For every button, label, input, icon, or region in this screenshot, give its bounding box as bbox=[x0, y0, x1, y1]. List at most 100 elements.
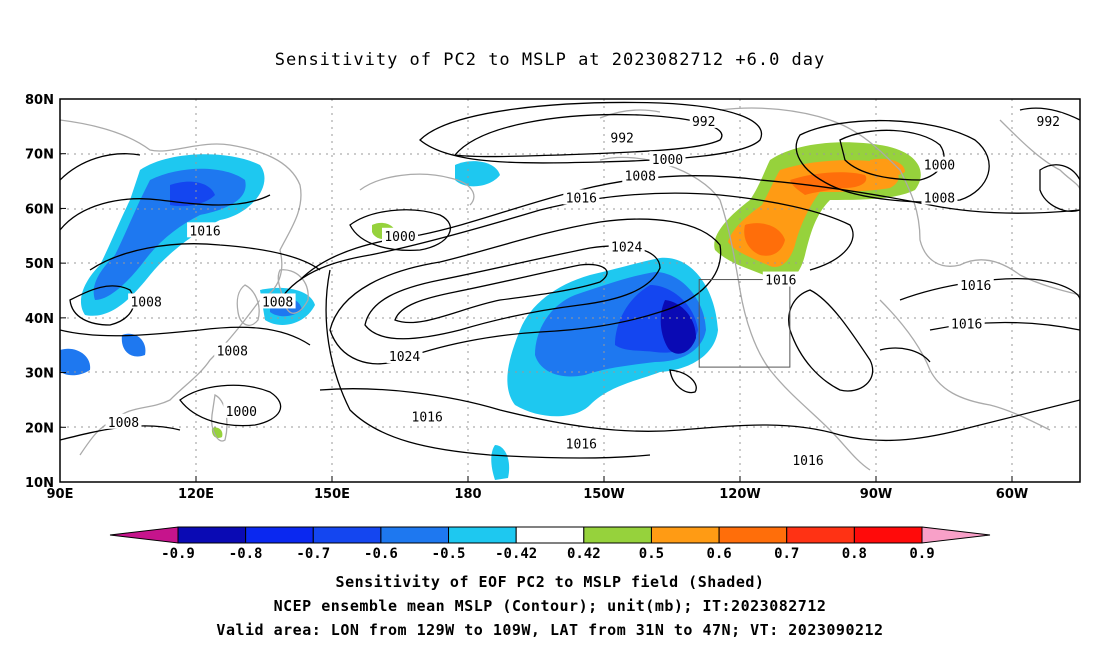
mslp-contours bbox=[60, 101, 1080, 459]
contour-label-bg bbox=[622, 167, 659, 183]
contour-label: 1008 bbox=[625, 170, 656, 185]
colorbar-swatch bbox=[515, 526, 585, 544]
contour-label-bg bbox=[409, 408, 446, 424]
lon-tick-label: 120E bbox=[178, 487, 214, 502]
lat-tick-label: 60N bbox=[25, 202, 54, 217]
contour-label: 1016 bbox=[792, 454, 823, 469]
contour-label-bg bbox=[921, 189, 958, 205]
contour-label: 1016 bbox=[960, 279, 991, 294]
contour-label: 1016 bbox=[189, 224, 220, 239]
contour-label-bg bbox=[689, 112, 718, 128]
colorbar-swatch bbox=[853, 526, 923, 544]
contour-label: 1016 bbox=[412, 410, 443, 425]
contour-label: 1000 bbox=[384, 230, 415, 245]
lat-tick-label: 10N bbox=[25, 476, 54, 491]
contour-label-bg bbox=[386, 348, 423, 364]
coastlines bbox=[60, 107, 1080, 471]
contour-label: 1024 bbox=[611, 241, 642, 256]
contour-label: 1008 bbox=[217, 345, 248, 360]
contour-label-bg bbox=[762, 271, 799, 287]
lat-tick-label: 40N bbox=[25, 312, 54, 327]
colorbar-low-arrow bbox=[109, 526, 179, 544]
contour-label-bg bbox=[105, 413, 142, 429]
contour-label-bg bbox=[608, 238, 645, 254]
contour-label: 992 bbox=[692, 115, 715, 130]
contour-label: 992 bbox=[610, 131, 633, 146]
colorbar-swatch bbox=[786, 526, 855, 544]
lon-tick-label: 120W bbox=[719, 487, 760, 502]
colorbar-label: -0.6 bbox=[364, 546, 398, 562]
colorbar-label: 0.42 bbox=[567, 546, 601, 562]
contour-label: 1008 bbox=[924, 191, 955, 206]
caption-line-1: Sensitivity of EOF PC2 to MSLP field (Sh… bbox=[335, 573, 765, 591]
caption-line-3: Valid area: LON from 129W to 109W, LAT f… bbox=[216, 621, 884, 639]
sensitivity-shading bbox=[60, 142, 921, 480]
colorbar-label: -0.7 bbox=[296, 546, 330, 562]
plot-border bbox=[59, 98, 1081, 483]
contour-label: 1024 bbox=[389, 350, 420, 365]
lon-tick-label: 180 bbox=[454, 487, 481, 502]
colorbar-swatch bbox=[583, 526, 652, 544]
contour-label-bg bbox=[957, 277, 994, 293]
contour-label-bg bbox=[128, 293, 165, 309]
lon-tick-label: 150E bbox=[314, 487, 350, 502]
contour-label-bg bbox=[563, 435, 600, 451]
colorbar-label: 0.5 bbox=[639, 546, 664, 562]
contour-label: 1000 bbox=[226, 405, 257, 420]
valid-area-box bbox=[698, 279, 791, 368]
colorbar-swatch bbox=[245, 526, 314, 544]
colorbar-label: -0.42 bbox=[495, 546, 537, 562]
lon-tick-label: 90E bbox=[47, 487, 74, 502]
lon-tick-label: 60W bbox=[996, 487, 1028, 502]
colorbar-swatch bbox=[312, 526, 382, 544]
map-title: Sensitivity of PC2 to MSLP at 2023082712… bbox=[274, 50, 826, 70]
contour-label-bg bbox=[223, 402, 260, 418]
contour-label-bg bbox=[382, 227, 418, 243]
colorbar-swatch bbox=[650, 526, 720, 544]
colorbar-label: 0.8 bbox=[842, 546, 867, 562]
caption-line-2: NCEP ensemble mean MSLP (Contour); unit(… bbox=[273, 597, 827, 615]
lon-tick-label: 150W bbox=[583, 487, 624, 502]
lat-tick-label: 80N bbox=[25, 93, 54, 108]
contour-label-bg bbox=[921, 156, 958, 172]
lon-tick-label: 90W bbox=[860, 487, 892, 502]
lat-tick-label: 70N bbox=[25, 148, 54, 163]
colorbar-label: -0.9 bbox=[161, 546, 195, 562]
contour-label: 1000 bbox=[924, 159, 955, 174]
colorbar-label: 0.6 bbox=[706, 546, 731, 562]
contour-label: 1016 bbox=[566, 191, 597, 206]
contour-label-bg bbox=[608, 129, 637, 145]
contour-label-bg bbox=[563, 189, 600, 205]
contour-labels: 992 992 992 1000 1000 1000 1000 1008 1008 1008 100… bbox=[105, 112, 1063, 469]
contour-label: 1008 bbox=[108, 416, 139, 431]
contour-label-bg bbox=[259, 293, 296, 309]
colorbar-label: -0.5 bbox=[432, 546, 466, 562]
contour-label: 1008 bbox=[130, 295, 161, 310]
colorbar-label: -0.8 bbox=[229, 546, 263, 562]
lat-tick-label: 20N bbox=[25, 421, 54, 436]
contour-label: 1000 bbox=[652, 153, 683, 168]
contour-label-bg bbox=[649, 151, 686, 167]
colorbar-swatch bbox=[448, 526, 517, 544]
colorbar: -0.9 -0.8 -0.7 -0.6 -0.5 -0.42 0.42 0.5 0.6 0.7 0.… bbox=[109, 526, 991, 562]
colorbar-swatch bbox=[380, 526, 450, 544]
colorbar-label: 0.9 bbox=[909, 546, 934, 562]
contour-label: 1016 bbox=[765, 274, 796, 289]
contour-label-bg bbox=[948, 315, 985, 331]
colorbar-high-arrow bbox=[921, 526, 991, 544]
colorbar-label: 0.7 bbox=[774, 546, 799, 562]
contour-label-bg bbox=[214, 342, 251, 358]
contour-label: 1016 bbox=[566, 438, 597, 453]
contour-label: 1016 bbox=[951, 317, 982, 332]
lat-tick-label: 50N bbox=[25, 257, 54, 272]
contour-label-bg bbox=[1034, 112, 1063, 128]
contour-label: 1008 bbox=[262, 295, 293, 310]
contour-label-bg bbox=[187, 222, 224, 238]
colorbar-swatch bbox=[177, 526, 247, 544]
colorbar-swatch bbox=[718, 526, 788, 544]
lat-lon-grid bbox=[60, 99, 1080, 482]
contour-label-bg bbox=[790, 452, 826, 468]
contour-label: 992 bbox=[1037, 115, 1060, 130]
